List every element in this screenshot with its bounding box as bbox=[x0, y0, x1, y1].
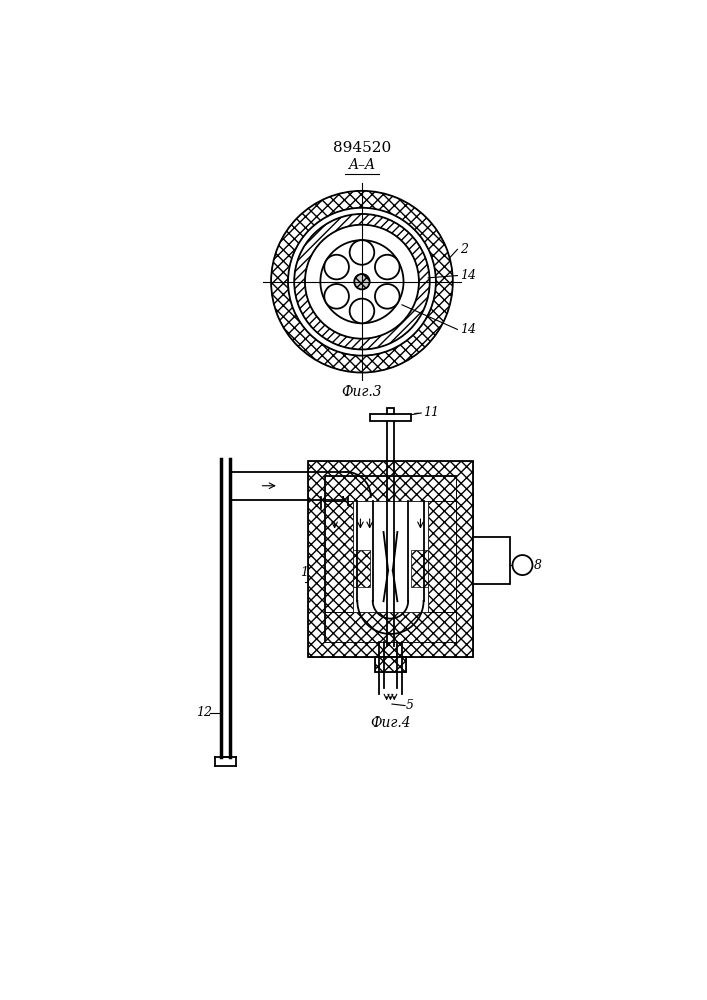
Bar bbox=[325, 612, 456, 642]
Text: A–A: A–A bbox=[349, 158, 375, 172]
Bar bbox=[370, 414, 411, 421]
Text: 4: 4 bbox=[307, 510, 315, 523]
Circle shape bbox=[375, 255, 399, 279]
Text: 14: 14 bbox=[460, 269, 476, 282]
Text: A: A bbox=[488, 549, 496, 559]
Circle shape bbox=[350, 299, 374, 323]
Text: A: A bbox=[305, 575, 314, 585]
Text: 7: 7 bbox=[399, 602, 408, 615]
Text: 6: 6 bbox=[399, 612, 408, 625]
Circle shape bbox=[513, 555, 532, 575]
Text: 8: 8 bbox=[534, 559, 542, 572]
Bar bbox=[375, 657, 406, 672]
Bar bbox=[411, 550, 428, 587]
Circle shape bbox=[325, 255, 349, 279]
Bar bbox=[325, 612, 456, 642]
Circle shape bbox=[350, 240, 374, 265]
Text: 11: 11 bbox=[423, 406, 439, 419]
Circle shape bbox=[325, 284, 349, 309]
Text: 1: 1 bbox=[380, 478, 388, 491]
Text: 1: 1 bbox=[464, 529, 472, 542]
Bar bbox=[308, 461, 473, 657]
Circle shape bbox=[320, 240, 404, 323]
Bar bbox=[353, 550, 370, 587]
Bar bbox=[325, 501, 353, 612]
Bar bbox=[325, 476, 456, 501]
Bar bbox=[325, 476, 456, 642]
Bar bbox=[308, 461, 473, 657]
Text: 894520: 894520 bbox=[333, 141, 391, 155]
Text: 2: 2 bbox=[464, 559, 472, 572]
Bar bbox=[375, 657, 406, 672]
Text: Фиг.4: Фиг.4 bbox=[370, 716, 411, 730]
Text: 14: 14 bbox=[460, 323, 476, 336]
Bar bbox=[428, 501, 456, 612]
Text: 5: 5 bbox=[406, 699, 414, 712]
Bar bbox=[325, 501, 353, 612]
Text: 12: 12 bbox=[196, 706, 212, 719]
Text: Фиг.3: Фиг.3 bbox=[341, 385, 382, 399]
Text: 2: 2 bbox=[460, 243, 468, 256]
Text: 10: 10 bbox=[300, 566, 316, 579]
Bar bbox=[353, 501, 428, 612]
Bar bbox=[325, 476, 456, 501]
Text: 3: 3 bbox=[464, 495, 472, 508]
Bar bbox=[428, 501, 456, 612]
Circle shape bbox=[375, 284, 399, 309]
Bar bbox=[473, 537, 510, 584]
Circle shape bbox=[354, 274, 370, 289]
Bar bbox=[387, 408, 395, 414]
Text: 9: 9 bbox=[432, 647, 440, 660]
